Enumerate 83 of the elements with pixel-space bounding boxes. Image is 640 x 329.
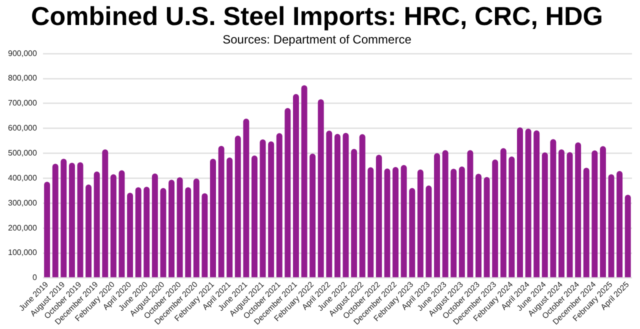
bar bbox=[624, 194, 631, 278]
y-tick-label: 500,000 bbox=[8, 148, 38, 158]
bar bbox=[359, 134, 366, 278]
bar bbox=[68, 162, 75, 278]
y-tick-label: 700,000 bbox=[8, 98, 38, 108]
bar bbox=[342, 132, 349, 278]
y-tick-label: 600,000 bbox=[8, 124, 38, 133]
y-tick-label: 300,000 bbox=[8, 198, 38, 208]
bar bbox=[583, 168, 590, 278]
bar bbox=[318, 99, 324, 278]
bar bbox=[500, 148, 506, 278]
bar bbox=[608, 174, 614, 278]
bar bbox=[484, 177, 490, 278]
bar bbox=[409, 188, 416, 278]
bar bbox=[60, 158, 67, 278]
y-tick-label: 100,000 bbox=[8, 248, 38, 258]
bar bbox=[185, 187, 192, 278]
bar bbox=[252, 156, 258, 278]
bar bbox=[392, 167, 399, 278]
bar bbox=[243, 118, 250, 278]
bar bbox=[44, 182, 50, 278]
chart-subtitle: Sources: Department of Commerce bbox=[222, 32, 412, 47]
bar bbox=[86, 184, 92, 278]
chart-title: Combined U.S. Steel Imports: HRC, CRC, HDG bbox=[30, 0, 604, 31]
bar bbox=[400, 165, 407, 278]
bar bbox=[284, 108, 291, 278]
bar bbox=[442, 150, 448, 278]
y-tick-label: 0 bbox=[32, 273, 38, 282]
bar bbox=[52, 164, 58, 278]
bar bbox=[135, 187, 142, 278]
bar bbox=[202, 193, 208, 278]
bar bbox=[376, 154, 382, 278]
bar bbox=[176, 177, 183, 278]
bar bbox=[525, 128, 532, 278]
bar bbox=[384, 168, 390, 278]
bar bbox=[276, 133, 282, 278]
bar bbox=[467, 150, 474, 278]
y-tick-label: 200,000 bbox=[8, 223, 38, 232]
bar bbox=[517, 127, 523, 278]
bar bbox=[575, 142, 582, 278]
y-tick-label: 400,000 bbox=[8, 173, 38, 182]
bar bbox=[368, 167, 374, 278]
bar bbox=[218, 146, 224, 278]
bar bbox=[152, 174, 158, 278]
bar bbox=[426, 185, 432, 278]
bar bbox=[102, 149, 108, 278]
bar bbox=[592, 150, 598, 278]
bar bbox=[160, 188, 166, 278]
bar bbox=[292, 94, 299, 278]
y-tick-label: 800,000 bbox=[8, 74, 38, 83]
bar bbox=[301, 85, 308, 278]
bar bbox=[458, 166, 465, 278]
bar bbox=[168, 180, 175, 278]
bar bbox=[476, 174, 482, 278]
bar bbox=[566, 152, 573, 278]
bar bbox=[226, 158, 233, 278]
bar bbox=[334, 134, 340, 278]
bar bbox=[193, 178, 200, 278]
bar bbox=[417, 170, 424, 278]
bar bbox=[351, 148, 358, 278]
bar bbox=[127, 192, 134, 278]
bar bbox=[550, 139, 556, 278]
bar bbox=[492, 160, 498, 278]
bar bbox=[268, 141, 274, 278]
bar bbox=[558, 149, 564, 278]
bar bbox=[508, 156, 515, 278]
bar bbox=[260, 139, 266, 278]
bar bbox=[534, 130, 540, 278]
bar bbox=[600, 146, 606, 278]
bar bbox=[110, 174, 116, 278]
bar bbox=[542, 152, 548, 278]
bar bbox=[310, 154, 316, 278]
bar bbox=[144, 186, 150, 278]
bar bbox=[118, 170, 125, 278]
bar bbox=[326, 130, 332, 278]
bar bbox=[450, 168, 457, 278]
bar bbox=[234, 136, 241, 278]
bar bbox=[210, 158, 216, 278]
y-tick-label: 900,000 bbox=[8, 48, 38, 58]
bar bbox=[94, 172, 100, 278]
bar bbox=[616, 171, 623, 278]
bar bbox=[77, 162, 84, 278]
bar bbox=[434, 153, 440, 278]
